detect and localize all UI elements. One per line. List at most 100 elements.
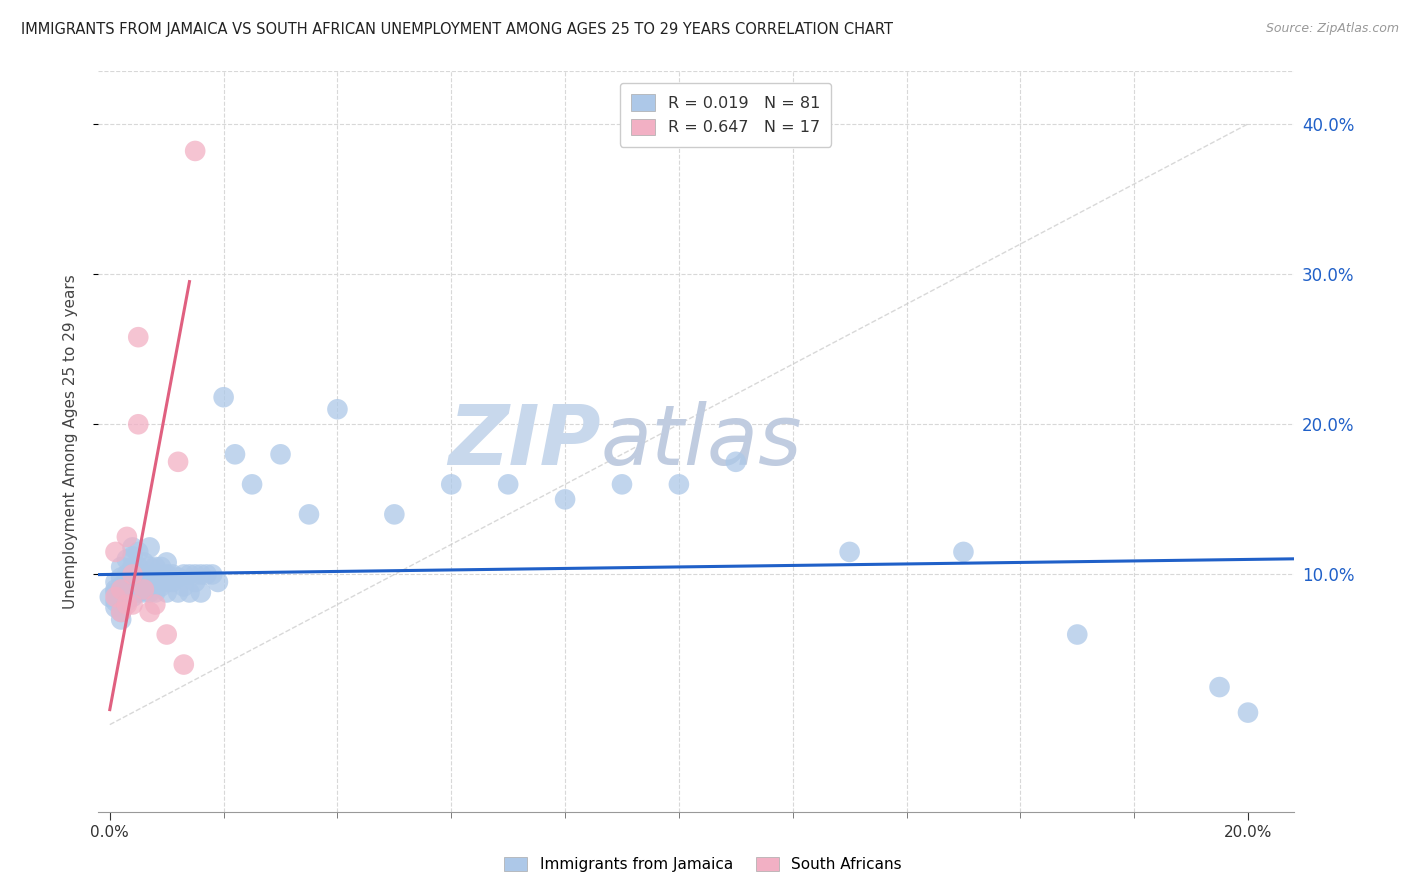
Point (156, 627, 179, 641)
Point (104, 545, 127, 559)
Point (115, 594, 138, 608)
Point (143, 560, 166, 574)
Text: Source: ZipAtlas.com: Source: ZipAtlas.com (1265, 22, 1399, 36)
Point (167, 585, 190, 599)
Point (554, 492, 576, 507)
Point (138, 570, 160, 584)
Point (121, 598, 143, 612)
Point (224, 447, 246, 461)
Point (382, 508, 405, 522)
Point (179, 567, 201, 582)
Point (156, 567, 179, 582)
Point (143, 585, 166, 599)
Point (104, 574, 127, 589)
Point (298, 508, 321, 522)
Point (270, 447, 292, 461)
Point (132, 567, 155, 582)
Legend: R = 0.019   N = 81, R = 0.647   N = 17: R = 0.019 N = 81, R = 0.647 N = 17 (620, 83, 831, 146)
Point (115, 567, 138, 582)
Point (110, 579, 132, 593)
Point (110, 570, 132, 584)
Point (184, 144, 207, 158)
Point (184, 574, 207, 589)
Point (143, 598, 166, 612)
Y-axis label: Unemployment Among Ages 25 to 29 years: Unemployment Among Ages 25 to 29 years (63, 274, 77, 609)
Point (190, 585, 212, 599)
Point (127, 560, 149, 574)
Point (110, 560, 132, 574)
Point (610, 477, 633, 491)
Point (121, 567, 143, 582)
Point (496, 477, 519, 491)
Text: ZIP: ZIP (447, 401, 600, 482)
Point (104, 582, 127, 597)
Point (207, 574, 229, 589)
Point (167, 455, 190, 469)
Point (127, 574, 149, 589)
Legend: Immigrants from Jamaica, South Africans: Immigrants from Jamaica, South Africans (496, 849, 910, 880)
Point (668, 477, 690, 491)
Point (127, 417, 149, 432)
Text: IMMIGRANTS FROM JAMAICA VS SOUTH AFRICAN UNEMPLOYMENT AMONG AGES 25 TO 29 YEARS : IMMIGRANTS FROM JAMAICA VS SOUTH AFRICAN… (21, 22, 893, 37)
Point (138, 605, 160, 619)
Point (190, 567, 212, 582)
Point (150, 570, 173, 584)
Point (212, 390, 235, 404)
Point (132, 582, 155, 597)
Point (132, 585, 155, 599)
Point (240, 477, 263, 491)
Point (724, 455, 747, 469)
Point (138, 579, 160, 593)
Point (98, 590, 121, 604)
Point (167, 570, 190, 584)
Point (110, 613, 132, 627)
Point (110, 590, 132, 604)
Point (1066, 627, 1088, 641)
Point (156, 585, 179, 599)
Point (143, 574, 166, 589)
Point (195, 567, 218, 582)
Point (110, 605, 132, 619)
Point (201, 567, 224, 582)
Point (115, 585, 138, 599)
Point (173, 657, 195, 672)
Point (115, 530, 138, 544)
Point (115, 552, 138, 566)
Point (104, 594, 127, 608)
Point (952, 545, 974, 559)
Point (138, 560, 160, 574)
Point (138, 541, 160, 555)
Point (156, 574, 179, 589)
Point (121, 590, 143, 604)
Point (127, 545, 149, 559)
Point (121, 541, 143, 555)
Point (127, 585, 149, 599)
Point (440, 477, 463, 491)
Point (1237, 706, 1260, 720)
Point (121, 549, 143, 564)
Point (132, 574, 155, 589)
Point (173, 579, 195, 593)
Point (127, 567, 149, 582)
Point (150, 579, 173, 593)
Point (150, 560, 173, 574)
Point (173, 567, 195, 582)
Point (179, 585, 201, 599)
Point (115, 574, 138, 589)
Point (104, 600, 127, 615)
Point (138, 585, 160, 599)
Point (838, 545, 860, 559)
Point (143, 567, 166, 582)
Point (162, 574, 184, 589)
Point (121, 560, 143, 574)
Point (104, 590, 127, 604)
Text: atlas: atlas (600, 401, 801, 482)
Point (132, 556, 155, 570)
Point (121, 582, 143, 597)
Point (162, 567, 184, 582)
Point (115, 598, 138, 612)
Point (1208, 680, 1230, 694)
Point (326, 402, 349, 417)
Point (156, 556, 179, 570)
Point (110, 582, 132, 597)
